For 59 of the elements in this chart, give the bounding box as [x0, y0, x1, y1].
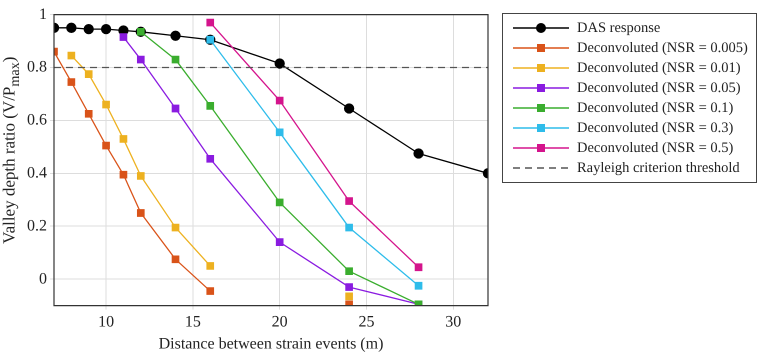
- point: [84, 110, 93, 118]
- point: [206, 287, 214, 295]
- legend-label: Deconvoluted (NSR = 0.01): [577, 60, 741, 76]
- legend-label: Deconvoluted (NSR = 0.1): [577, 100, 734, 116]
- point: [206, 262, 214, 270]
- x-tick-label: 10: [98, 313, 114, 330]
- point: [68, 78, 76, 86]
- y-tick-label: 0.2: [27, 217, 47, 234]
- legend-label: DAS response: [577, 20, 660, 36]
- point: [84, 70, 93, 78]
- point: [413, 148, 424, 159]
- legend-label: Deconvoluted (NSR = 0.3): [577, 120, 734, 136]
- point: [172, 104, 180, 112]
- y-tick-label: 0: [39, 270, 47, 288]
- point: [274, 58, 285, 69]
- y-tick-label: 0.4: [27, 164, 47, 182]
- point: [345, 224, 353, 232]
- legend-label: Deconvoluted (NSR = 0.005): [577, 40, 748, 56]
- point: [68, 52, 76, 60]
- point: [345, 292, 353, 300]
- point: [102, 100, 110, 108]
- point: [120, 170, 128, 178]
- point: [276, 238, 284, 246]
- point: [276, 128, 284, 136]
- legend-label: Rayleigh criterion threshold: [577, 160, 740, 176]
- point: [414, 263, 422, 272]
- y-tick-label: 0.8: [27, 58, 47, 76]
- legend-label: Deconvoluted (NSR = 0.05): [577, 80, 741, 96]
- point: [136, 172, 145, 180]
- point: [102, 142, 110, 150]
- x-tick-label: 20: [272, 313, 288, 330]
- point: [414, 282, 422, 290]
- point: [170, 30, 181, 41]
- point: [120, 33, 128, 41]
- point: [345, 283, 353, 291]
- x-tick-label: 25: [358, 313, 374, 330]
- point: [120, 135, 128, 143]
- x-tick-label: 30: [445, 313, 462, 330]
- point: [136, 209, 145, 217]
- point: [172, 255, 180, 264]
- point: [344, 103, 354, 114]
- y-tick-label: 0.6: [27, 112, 47, 129]
- point: [206, 154, 214, 163]
- point: [100, 24, 112, 34]
- x-tick-label: 15: [184, 313, 201, 330]
- point: [66, 22, 77, 33]
- point: [345, 197, 353, 205]
- point: [172, 56, 180, 64]
- legend-label: Deconvoluted (NSR = 0.5): [577, 140, 734, 156]
- point: [276, 96, 284, 104]
- point: [136, 56, 145, 64]
- point: [206, 18, 214, 26]
- x-axis-title: Distance between strain events (m): [158, 336, 384, 353]
- point: [172, 224, 180, 232]
- point: [206, 102, 214, 110]
- point: [276, 198, 284, 206]
- y-tick-label: 1: [39, 6, 47, 23]
- point: [84, 24, 94, 34]
- point: [345, 267, 353, 276]
